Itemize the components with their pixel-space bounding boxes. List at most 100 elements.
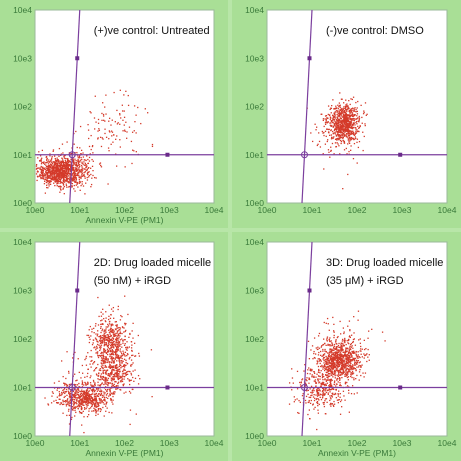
gate-vertical-handle[interactable] — [307, 56, 312, 61]
gate-vertical-line[interactable] — [301, 241, 313, 437]
event-dot — [105, 339, 107, 341]
event-dot — [322, 368, 324, 370]
event-dot — [112, 352, 114, 355]
event-dot — [80, 156, 82, 159]
gate-vertical-handle[interactable] — [75, 56, 80, 61]
event-dot — [356, 356, 358, 358]
event-dot — [322, 387, 324, 389]
event-dot — [67, 158, 69, 160]
event-dot — [111, 355, 113, 358]
event-dot — [343, 142, 346, 144]
gate-vertical-line[interactable] — [69, 9, 81, 204]
gate-vertical-handle[interactable] — [307, 288, 312, 293]
event-dot — [319, 378, 321, 380]
event-dot — [101, 354, 103, 356]
event-dot — [48, 166, 51, 168]
event-dot — [57, 175, 59, 177]
event-dot — [340, 113, 343, 115]
event-dot — [331, 362, 333, 365]
event-dot — [116, 343, 118, 346]
event-dot — [331, 371, 333, 373]
event-dot — [52, 161, 54, 163]
event-dot — [62, 161, 64, 163]
event-dot — [58, 155, 60, 157]
event-dot — [81, 397, 84, 399]
event-dot — [332, 372, 334, 375]
event-dot — [96, 333, 99, 335]
event-dot — [343, 332, 345, 335]
gate-center-handle[interactable] — [68, 151, 76, 159]
event-dot — [354, 367, 357, 370]
gate-horizontal-handle[interactable] — [398, 385, 403, 390]
event-dot — [97, 403, 100, 406]
gate-center-handle[interactable] — [301, 151, 308, 159]
event-dot — [103, 335, 105, 338]
event-dot — [118, 341, 120, 343]
event-dot — [91, 398, 93, 400]
event-dot — [125, 359, 127, 361]
event-dot — [123, 358, 126, 360]
event-dot — [119, 361, 121, 363]
event-dot — [126, 353, 129, 355]
gate-horizontal-handle[interactable] — [398, 152, 403, 157]
event-dot — [66, 414, 68, 417]
event-dot — [75, 163, 78, 165]
event-dot — [350, 118, 352, 120]
event-dot — [66, 179, 69, 181]
event-dot — [347, 389, 350, 392]
event-dot — [84, 159, 86, 161]
event-dot — [357, 117, 359, 119]
event-dot — [73, 143, 75, 145]
gate-horizontal-handle[interactable] — [165, 385, 170, 390]
event-dot — [104, 377, 107, 379]
event-dot — [88, 137, 90, 140]
event-dot — [328, 367, 331, 370]
event-dot — [346, 357, 348, 359]
event-dot — [78, 410, 81, 413]
event-dot — [344, 351, 347, 354]
event-dot — [95, 397, 97, 400]
event-dot — [53, 167, 56, 169]
event-dot — [319, 359, 321, 361]
event-dot — [337, 344, 340, 347]
event-dot — [335, 347, 337, 349]
event-dot — [118, 359, 120, 361]
event-dot — [93, 117, 96, 119]
event-dot — [332, 352, 334, 354]
event-dot — [306, 372, 309, 375]
event-dot — [338, 114, 340, 117]
event-dot — [312, 388, 315, 390]
event-dot — [63, 167, 66, 170]
event-dot — [339, 109, 341, 111]
event-dot — [341, 119, 343, 122]
gate-vertical-line[interactable] — [301, 9, 313, 204]
event-dot — [71, 406, 74, 408]
event-dot — [61, 158, 64, 160]
gate-horizontal-handle[interactable] — [165, 152, 170, 157]
event-dot — [53, 155, 56, 157]
event-dot — [105, 386, 107, 388]
x-tick-label: 10e0 — [26, 205, 45, 215]
event-dot — [332, 362, 334, 364]
event-dot — [342, 356, 344, 358]
gate-vertical-handle[interactable] — [75, 288, 80, 293]
event-dot — [72, 180, 75, 182]
plot-title: (50 nM) + iRGD — [94, 275, 171, 287]
gate-center-handle[interactable] — [301, 384, 308, 391]
event-dot — [349, 124, 351, 127]
event-dot — [100, 357, 103, 359]
event-dot — [37, 167, 40, 169]
event-dot — [55, 165, 58, 167]
event-dot — [321, 376, 324, 378]
event-dot — [117, 385, 119, 387]
event-dot — [337, 349, 340, 352]
event-dot — [323, 338, 325, 340]
event-dot — [63, 157, 66, 159]
event-dot — [54, 162, 57, 164]
event-dot — [363, 376, 365, 378]
gate-center-handle[interactable] — [68, 384, 76, 391]
event-dot — [47, 165, 50, 167]
event-dot — [293, 396, 295, 398]
event-dot — [115, 324, 117, 327]
gate-vertical-line[interactable] — [69, 241, 81, 437]
